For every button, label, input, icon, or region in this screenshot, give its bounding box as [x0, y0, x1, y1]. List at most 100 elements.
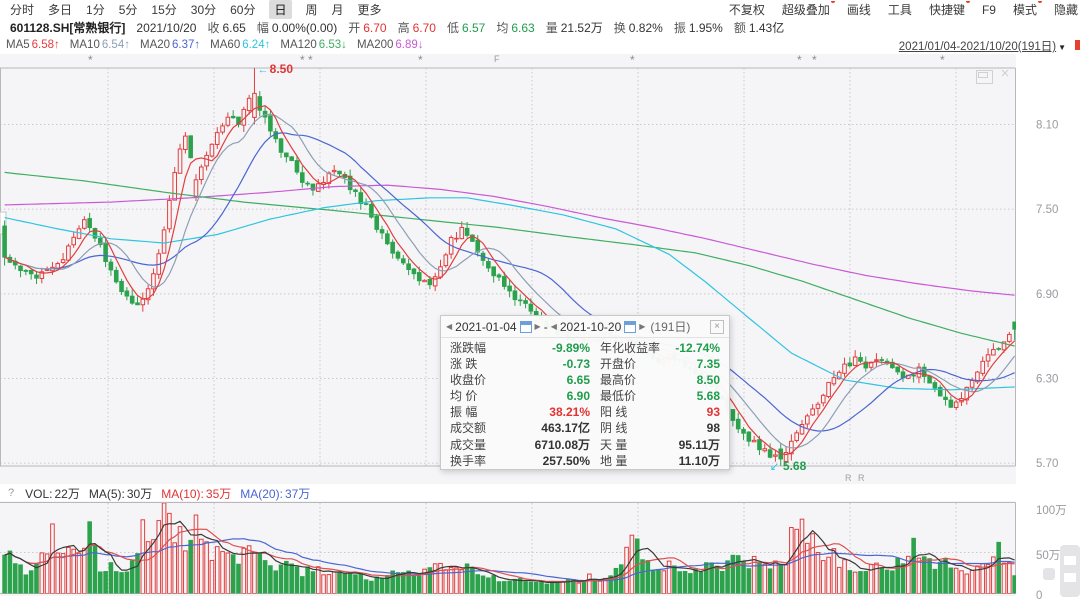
ma60-line	[4, 197, 1015, 391]
high-price-annotation: 8.50	[270, 62, 294, 76]
help-icon[interactable]: ?	[8, 487, 15, 499]
volume-axis-label: 0	[1036, 590, 1042, 602]
menu-F9[interactable]: F9	[981, 2, 996, 17]
stat-label: 均 价	[450, 389, 478, 404]
next-end-date-icon[interactable]: ▶	[639, 322, 646, 331]
period-tab-15分[interactable]: 15分	[151, 3, 177, 17]
ex-rights-marker: R	[845, 473, 852, 483]
stat-label: 涨跌幅	[450, 341, 487, 355]
period-tab-30分[interactable]: 30分	[190, 3, 217, 17]
period-tab-多日[interactable]: 多日	[48, 3, 73, 17]
stat-value: -0.73	[562, 357, 590, 372]
close-popup-icon[interactable]: ×	[710, 319, 724, 334]
range-stats-popup: ◀ 2021-01-04 ▶ - ◀ 2021-10-20 ▶ (191日) ×…	[440, 315, 730, 470]
stat-label: 振 幅	[450, 405, 478, 420]
stat-value: 463.17亿	[541, 421, 590, 436]
stat-value: 93	[706, 405, 720, 420]
period-tab-周[interactable]: 周	[305, 3, 318, 17]
period-tab-5分[interactable]: 5分	[118, 3, 138, 17]
ma20-line	[4, 132, 1015, 432]
edge-badge	[1075, 40, 1080, 50]
date-range-text[interactable]: 2021/01/04-2021/10/20(191日)	[898, 41, 1057, 53]
prev-start-date-icon[interactable]: ◀	[446, 322, 453, 331]
date-range-selector[interactable]: 2021/01/04-2021/10/20(191日) ▼	[899, 38, 1066, 54]
volume-bars[interactable]	[2, 503, 1017, 594]
calendar-icon[interactable]	[519, 320, 532, 333]
field-value: 6.65	[222, 21, 246, 35]
event-marker-icon: *	[308, 53, 313, 67]
stat-label: 阳 线	[600, 405, 628, 420]
stat-label: 换手率	[450, 453, 487, 468]
ma-legend-MA20: MA20 6.37↑	[140, 39, 200, 51]
range-dash: -	[543, 319, 548, 334]
period-toolbar-items: 分时 多日 1分 5分 15分 30分 60分日周月更多	[0, 0, 382, 19]
popout-icon[interactable]	[976, 70, 993, 84]
stat-value: 6710.08万	[534, 437, 590, 452]
ma-value: 6.24↑	[242, 39, 271, 51]
menu-画线[interactable]: 画线	[846, 3, 871, 17]
field-label: 高	[397, 21, 410, 35]
menu-隐藏[interactable]: 隐藏	[1053, 3, 1078, 17]
event-marker-icon: *	[940, 53, 945, 67]
ma-legend-MA60: MA60 6.24↑	[210, 39, 270, 51]
stat-value: 38.21%	[549, 405, 590, 420]
vol-legend-MA5: MA(5): 30万	[88, 486, 153, 501]
period-tab-1分[interactable]: 1分	[86, 3, 105, 17]
stat-value: 5.68	[696, 389, 720, 404]
period-tab-更多[interactable]: 更多	[357, 3, 382, 17]
period-tab-60分[interactable]: 60分	[230, 3, 256, 17]
field-label: 换	[613, 21, 626, 35]
ma-name: MA5	[6, 39, 30, 51]
prev-end-date-icon[interactable]: ◀	[550, 322, 557, 331]
volume-ma-lines	[4, 520, 1015, 584]
event-marker-icon: *	[797, 53, 802, 67]
close-chart-icon[interactable]: ×	[1000, 65, 1010, 82]
menu-工具[interactable]: 工具	[887, 3, 912, 17]
range-start-date[interactable]: 2021-01-04	[455, 319, 517, 334]
stat-value: 8.50	[696, 373, 720, 388]
quote-field-低: 低 6.57	[447, 19, 485, 36]
price-axis-label: 7.50	[1036, 204, 1058, 216]
ma200-line	[4, 184, 1015, 296]
range-span: (191日)	[650, 320, 691, 334]
ma-name: MA20	[139, 39, 171, 51]
stock-symbol[interactable]: 601128.SH[常熟银行]	[10, 21, 126, 35]
field-value: 6.70	[412, 21, 436, 35]
field-value: 6.63	[511, 21, 535, 35]
vol-legend-MA20: MA(20): 37万	[240, 486, 311, 501]
field-value: 0.00%(0.00)	[271, 21, 338, 35]
quote-field-开: 开 6.70	[348, 19, 386, 36]
ma-name: MA10	[69, 39, 100, 51]
ma10-line	[4, 113, 1016, 449]
quote-field-收: 收 6.65	[207, 19, 245, 36]
field-label: 开	[348, 21, 361, 35]
range-stats-header: ◀ 2021-01-04 ▶ - ◀ 2021-10-20 ▶ (191日) ×	[441, 316, 729, 338]
ma-legend-MA10: MA10 6.54↑	[70, 39, 130, 51]
chevron-down-icon[interactable]: ▼	[1058, 43, 1066, 52]
field-value: 6.70	[363, 21, 387, 35]
stat-label: 最高价	[600, 373, 637, 388]
stat-label: 涨 跌	[450, 357, 478, 372]
notification-dot	[965, 1, 970, 3]
ma120-line	[4, 171, 1015, 347]
menu-模式[interactable]: 模式	[1013, 1, 1042, 18]
next-start-date-icon[interactable]: ▶	[534, 322, 541, 331]
period-tab-日[interactable]: 日	[269, 0, 292, 19]
ma-name: MA120	[280, 39, 317, 51]
range-end-date[interactable]: 2021-10-20	[559, 319, 622, 334]
menu-不复权[interactable]: 不复权	[728, 3, 765, 17]
high-arrow-icon: ←	[258, 64, 269, 76]
event-marker-icon: *	[418, 53, 423, 67]
ma-name: MA200	[356, 39, 394, 51]
period-tab-分时[interactable]: 分时	[10, 3, 35, 17]
vol-legend-VOL: VOL: 22万	[25, 486, 80, 501]
menu-快捷键[interactable]: 快捷键	[929, 1, 970, 18]
period-tab-月[interactable]: 月	[331, 3, 344, 17]
menu-超级叠加[interactable]: 超级叠加	[782, 1, 835, 18]
ma-value: 6.37↑	[172, 39, 201, 51]
volume-axis-label: 50万	[1036, 550, 1060, 562]
event-marker-icon: *	[630, 53, 635, 67]
calendar-icon[interactable]	[624, 320, 637, 333]
ma-legend-MA120: MA120 6.53↓	[280, 39, 347, 51]
